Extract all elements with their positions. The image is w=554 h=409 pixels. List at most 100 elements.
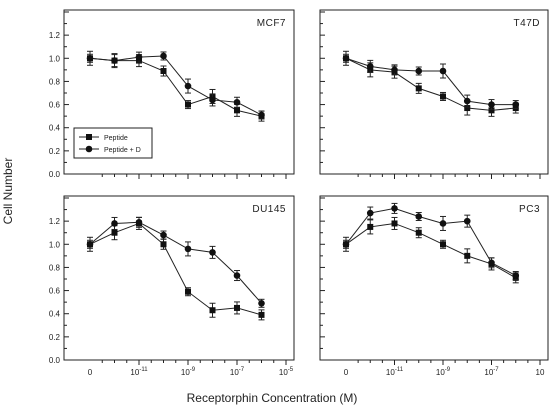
panel-title: MCF7: [257, 18, 286, 29]
y-tick-label: 0.4: [49, 124, 61, 133]
data-point-circle: [463, 217, 471, 225]
data-point-square: [234, 304, 240, 311]
x-tick-base: 0: [344, 368, 349, 377]
series-line: [89, 57, 262, 117]
y-tick-label: 1.0: [49, 240, 61, 249]
y-tick-label: 0.2: [49, 333, 61, 342]
x-tick-label: 0: [344, 368, 349, 377]
data-point-circle: [233, 272, 241, 279]
data-point-circle: [233, 98, 241, 106]
legend-marker-square: [86, 134, 92, 140]
data-point-square: [185, 288, 191, 295]
series-peptide-d: [342, 202, 520, 281]
x-tick-exponent: -9: [190, 367, 196, 373]
x-tick-label: 10-11: [130, 367, 148, 377]
x-axis-label: Receptorphin Concentration (M): [187, 391, 358, 405]
data-point-square: [258, 311, 265, 318]
x-tick-label: 10-9: [436, 367, 451, 377]
y-tick-label: 0.2: [49, 147, 61, 156]
y-axis-label: Cell Number: [1, 158, 15, 225]
series-line: [345, 57, 516, 111]
x-tick-exponent: -9: [445, 367, 451, 373]
data-point-circle: [342, 54, 350, 62]
legend-marker-circle: [85, 145, 93, 153]
data-point-circle: [366, 209, 374, 217]
data-point-circle: [415, 213, 423, 220]
x-tick-label: 10-7: [484, 367, 499, 377]
legend-box: [73, 127, 153, 159]
data-point-circle: [209, 249, 216, 256]
data-point-circle: [488, 259, 495, 267]
data-point-circle: [512, 101, 520, 108]
series-peptide: [87, 216, 265, 321]
legend: Peptide Peptide + D: [73, 127, 153, 159]
data-point-square: [440, 241, 446, 248]
data-point-square: [391, 220, 398, 227]
series-line: [345, 57, 516, 106]
y-tick-label: 0.8: [49, 77, 61, 86]
data-point-circle: [391, 66, 398, 74]
data-point-circle: [135, 219, 143, 226]
data-point-circle: [439, 220, 447, 227]
data-point-circle: [439, 67, 447, 75]
data-point-square: [160, 68, 167, 75]
data-point-square: [185, 101, 191, 108]
data-point-circle: [258, 300, 265, 307]
data-point-circle: [512, 272, 520, 279]
data-point-circle: [160, 52, 167, 60]
data-point-square: [464, 252, 471, 259]
y-tick-label: 1.2: [49, 217, 61, 226]
series-line: [89, 55, 262, 116]
data-point-square: [415, 85, 422, 92]
x-tick-label: 10-7: [230, 367, 245, 377]
data-point-circle: [209, 96, 216, 104]
data-point-square: [234, 107, 240, 114]
series-line: [345, 207, 516, 276]
data-point-circle: [391, 205, 398, 212]
x-tick-exponent: -7: [493, 367, 499, 373]
plot-frame: [63, 9, 295, 175]
x-tick-label: 10-11: [386, 367, 404, 377]
plot-frame: [319, 9, 549, 175]
data-point-square: [209, 307, 216, 314]
series-peptide-d: [86, 50, 265, 120]
x-tick-label: 10: [536, 368, 545, 377]
chart-panel-mcf7: 0.0 0.2 0.4 0.6 0.8 1.0 1.2 MCF7 Peptide Peptide …: [49, 9, 295, 179]
x-tick-base: 10: [484, 368, 493, 377]
y-tick-label: 0.8: [49, 263, 61, 272]
data-point-circle: [366, 63, 374, 70]
y-tick-label: 1.2: [49, 31, 61, 40]
data-point-circle: [342, 240, 350, 248]
series-line: [89, 221, 262, 304]
chart-panel-du145: 0.00.20.40.60.81.01.20 10-11 10-9 10-7 10-5D…: [49, 195, 295, 377]
plot-frame: [63, 195, 295, 361]
x-tick-exponent: -5: [288, 367, 294, 373]
data-point-square: [160, 241, 167, 248]
series-line: [89, 222, 262, 316]
data-point-square: [367, 223, 374, 230]
data-point-circle: [488, 101, 495, 108]
x-tick-exponent: -7: [239, 367, 245, 373]
x-tick-base: 0: [88, 368, 93, 377]
data-point-circle: [184, 82, 192, 90]
y-tick-label: 0.0: [49, 170, 61, 179]
data-point-circle: [415, 67, 423, 75]
x-tick-base: 10: [230, 368, 239, 377]
data-point-circle: [258, 111, 265, 119]
x-tick-base: 10: [386, 368, 395, 377]
panel-title: T47D: [514, 18, 540, 29]
y-tick-label: 0.0: [49, 356, 61, 365]
y-tick-label: 0.6: [49, 101, 61, 110]
x-tick-label: 10-9: [181, 367, 196, 377]
x-tick-base: 10: [279, 368, 288, 377]
data-point-circle: [111, 220, 118, 227]
x-tick-exponent: -11: [395, 367, 404, 373]
data-point-circle: [184, 245, 192, 253]
legend-label: Peptide: [104, 135, 128, 142]
series-line: [345, 222, 516, 279]
legend-label: Peptide + D: [104, 147, 141, 154]
x-tick-base: 10: [181, 368, 190, 377]
data-point-square: [440, 93, 446, 100]
